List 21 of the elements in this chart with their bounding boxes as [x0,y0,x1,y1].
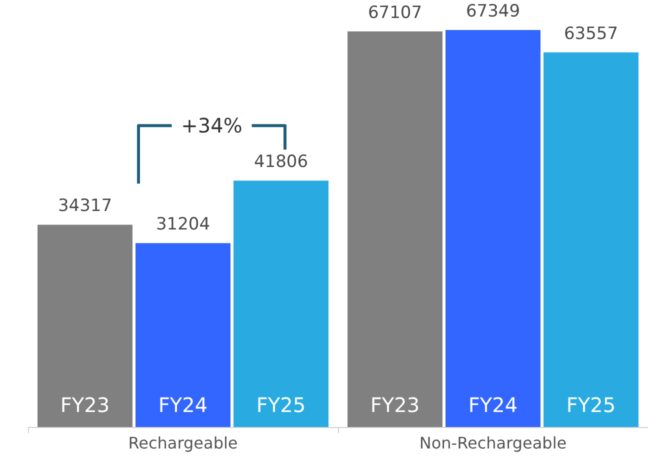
bar [38,224,132,427]
data-label: 67107 [368,2,422,23]
data-label: 41806 [254,152,308,172]
bar [544,52,638,427]
bar [136,243,230,427]
x-tick-label: Rechargeable [128,434,238,452]
series-label: FY24 [158,393,208,417]
data-label: 34317 [58,196,112,216]
data-label: 31204 [156,214,210,235]
annotation: +34% [181,114,242,138]
bar [234,180,328,427]
text: FY24 [468,393,518,417]
data-label: 63557 [564,24,618,44]
x-tick-label: Non-Rechargeable [419,434,567,452]
data-label: 67349 [466,2,520,22]
text: FY25 [566,393,616,417]
bar [446,30,540,427]
bar [348,31,442,427]
text: FY23 [370,393,420,417]
series-label: FY25 [256,393,306,417]
series-label: FY23 [60,393,110,417]
